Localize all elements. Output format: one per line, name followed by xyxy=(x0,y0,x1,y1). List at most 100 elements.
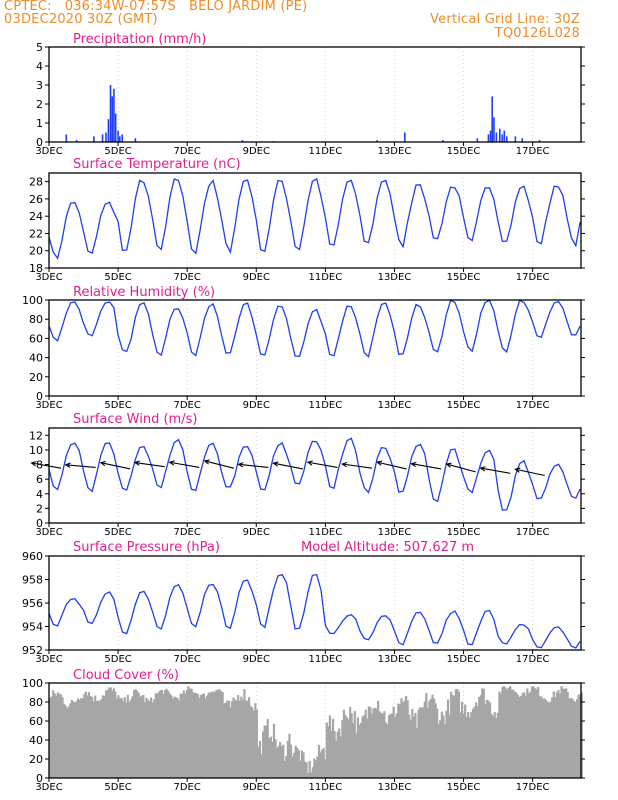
cloud-bar xyxy=(507,687,510,778)
cloud-bar xyxy=(418,707,422,778)
y-tick-label: 0 xyxy=(36,772,43,785)
cloud-bar xyxy=(462,713,465,778)
cloud-bar xyxy=(237,695,240,778)
cloud-bar xyxy=(457,691,461,778)
cloud-bar xyxy=(255,709,258,778)
cloud-bar xyxy=(235,700,238,778)
cloud-bar xyxy=(391,713,394,778)
cloud-bar xyxy=(145,697,148,778)
cloud-bar xyxy=(81,698,84,778)
cloud-bar xyxy=(164,689,167,778)
precip-bar xyxy=(493,117,495,142)
cloud-bar xyxy=(495,718,498,778)
cloud-bar xyxy=(55,695,58,778)
cloud-bar xyxy=(243,689,246,778)
cloud-bar xyxy=(479,695,482,778)
cloud-bar xyxy=(136,690,139,778)
cloud-bar xyxy=(188,688,192,778)
cloud-bar xyxy=(359,722,363,778)
plot-frame xyxy=(48,299,582,397)
cloud-bar xyxy=(280,746,283,778)
cloud-bar xyxy=(150,697,153,778)
x-tick-label: 13DEC xyxy=(378,527,412,538)
cloud-bar xyxy=(434,703,437,778)
cloud-bar xyxy=(478,696,481,778)
cloud-bar xyxy=(398,703,401,778)
cloud-bar xyxy=(476,705,479,778)
cloud-bar xyxy=(331,718,335,778)
cloud-bar xyxy=(86,695,89,778)
cloud-bar xyxy=(468,717,471,778)
panel-3 xyxy=(45,299,585,400)
cloud-bar xyxy=(506,689,509,778)
cloud-bar xyxy=(549,701,552,778)
y-tick-label: 60 xyxy=(29,332,43,345)
cloud-bar xyxy=(192,692,195,778)
precip-bar xyxy=(121,134,124,142)
cloud-bar xyxy=(378,711,381,778)
wind-arrow-head xyxy=(376,460,383,466)
x-tick-label: 17DEC xyxy=(516,782,550,793)
cloud-bar xyxy=(257,746,260,778)
cloud-bar xyxy=(52,690,55,778)
wind-arrow-head xyxy=(410,461,417,468)
cloud-bar xyxy=(128,701,131,778)
cloud-bar xyxy=(459,712,462,778)
series-line xyxy=(48,437,581,511)
cloud-bar xyxy=(313,758,316,778)
precip-bar xyxy=(505,136,508,142)
cloud-bar xyxy=(535,689,538,778)
cloud-bar xyxy=(512,689,515,778)
cloud-bar xyxy=(369,707,372,778)
cloud-bar xyxy=(266,719,269,778)
series-line xyxy=(48,178,581,260)
cloud-bar xyxy=(347,719,350,778)
cloud-bar xyxy=(160,689,164,778)
cloud-bar xyxy=(330,730,333,778)
y-tick-label: 60 xyxy=(29,715,43,728)
cloud-bar xyxy=(530,686,534,778)
cloud-bar xyxy=(451,694,454,778)
cloud-bar xyxy=(244,700,248,778)
cloud-bar xyxy=(187,686,190,778)
cloud-bar xyxy=(165,688,168,778)
cloud-bar xyxy=(363,715,366,778)
cloud-bar xyxy=(422,707,425,778)
cloud-bar xyxy=(386,724,389,778)
cloud-bar xyxy=(521,693,524,778)
panel-title: Surface Wind (m/s) xyxy=(73,412,197,427)
cloud-bar xyxy=(196,694,199,778)
cloud-bar xyxy=(260,754,263,778)
precip-bar xyxy=(487,134,490,142)
cloud-bar xyxy=(523,692,526,778)
cloud-bar xyxy=(202,693,206,778)
cloud-bar xyxy=(153,699,156,778)
panel-title: Relative Humidity (%) xyxy=(73,285,215,300)
cloud-bar xyxy=(157,691,161,778)
cloud-bar xyxy=(282,744,285,778)
cloud-bar xyxy=(342,709,346,778)
precip-bar xyxy=(109,85,112,142)
cloud-bar xyxy=(358,724,361,778)
x-tick-label: 3DEC xyxy=(35,527,62,538)
cloud-bar xyxy=(572,700,576,778)
cloud-bar xyxy=(488,702,492,778)
cloud-bar xyxy=(223,703,226,778)
precip-bar xyxy=(538,140,541,142)
x-tick-label: 15DEC xyxy=(447,400,481,411)
cloud-bar xyxy=(310,772,313,778)
cloud-bar xyxy=(400,698,403,778)
cloud-bar xyxy=(492,716,495,778)
cloud-bar xyxy=(115,698,119,778)
y-tick-label: 958 xyxy=(22,574,43,587)
cloud-bar xyxy=(134,689,137,778)
cloud-bar xyxy=(254,703,257,778)
cloud-bar xyxy=(364,709,367,778)
cloud-bar xyxy=(384,722,387,778)
cloud-bar xyxy=(551,697,554,778)
cloud-bar xyxy=(269,736,272,778)
cloud-bar xyxy=(159,690,162,778)
panel-title: Surface Pressure (hPa) xyxy=(73,540,220,555)
wind-arrow-head xyxy=(203,459,210,465)
